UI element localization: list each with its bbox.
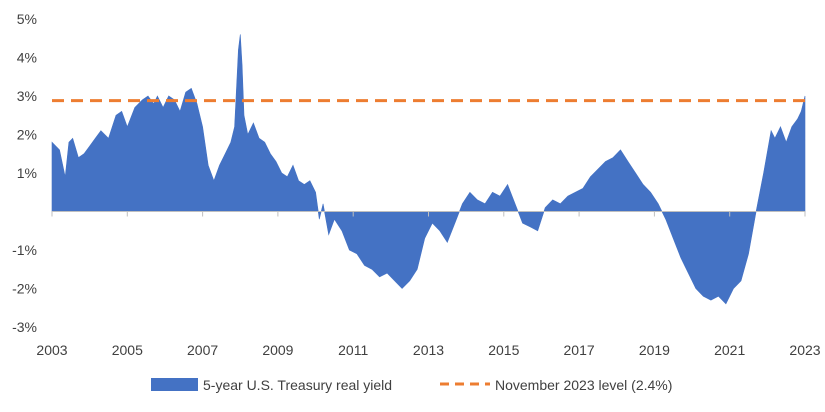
x-tick-label: 2021 [714, 342, 745, 358]
legend: 5-year U.S. Treasury real yield November… [151, 377, 672, 393]
y-tick-label: -1% [12, 242, 37, 258]
legend-label-real-yield: 5-year U.S. Treasury real yield [203, 377, 392, 393]
y-tick-label: 5% [17, 11, 37, 27]
x-tick-label: 2023 [789, 342, 820, 358]
x-tick-label: 2009 [262, 342, 293, 358]
x-tick-labels: 2003 2005 2007 2009 2011 2013 2015 2017 2019 2021… [36, 342, 820, 358]
area-layer [51, 34, 806, 305]
y-tick-labels: 5% 4% 3% 2% 1% -1% -2% -3% [12, 11, 37, 335]
x-tick-marks [51, 211, 806, 217]
x-tick-label: 2013 [413, 342, 444, 358]
y-tick-label: -3% [12, 319, 37, 335]
x-tick-label: 2015 [488, 342, 519, 358]
y-tick-label: -2% [12, 281, 37, 297]
series-area-real-yield [51, 34, 806, 305]
legend-label-reference: November 2023 level (2.4%) [495, 377, 672, 393]
y-tick-label: 2% [17, 127, 37, 143]
x-tick-label: 2003 [36, 342, 67, 358]
y-tick-label: 3% [17, 88, 37, 104]
x-tick-label: 2005 [112, 342, 143, 358]
y-tick-label: 1% [17, 165, 37, 181]
x-tick-label: 2007 [187, 342, 218, 358]
x-tick-label: 2019 [639, 342, 670, 358]
x-tick-label: 2017 [564, 342, 595, 358]
legend-swatch-real-yield [151, 378, 198, 391]
x-tick-label: 2011 [338, 342, 368, 358]
y-tick-label: 4% [17, 50, 37, 66]
